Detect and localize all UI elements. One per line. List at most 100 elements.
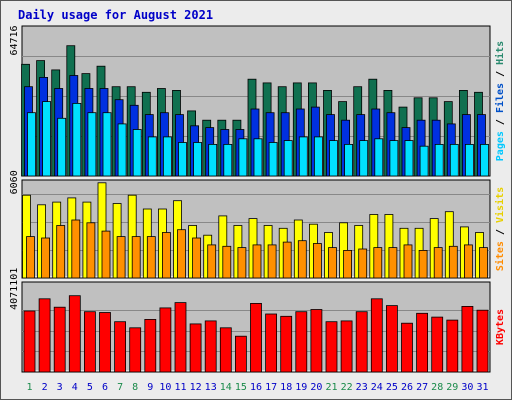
bar-kbytes-day-1 (23, 310, 36, 373)
bar-sites-day-11 (177, 229, 186, 279)
bar-kbytes-day-24 (370, 298, 383, 373)
x-axis-labels: 1 2 3 4 5 6 7 8 9 10 11 12 13 14 15 16 17 18 19 20 21 22 23 24 2… (26, 382, 488, 393)
bar-kbytes-day-28 (431, 316, 444, 373)
bar-sites-day-27 (418, 249, 428, 279)
x-tick-label-day-24: 24 (371, 382, 383, 393)
x-tick-label-day-16: 16 (250, 382, 262, 393)
bar-kbytes-day-18 (280, 315, 293, 373)
bar-pages-day-16 (253, 138, 263, 177)
bar-kbytes-day-5 (84, 311, 96, 373)
x-tick-label-day-14: 14 (220, 382, 232, 393)
bar-kbytes-day-19 (295, 311, 308, 373)
bar-kbytes-day-3 (53, 306, 66, 373)
x-tick-label-day-28: 28 (431, 382, 443, 393)
x-tick-label-day-18: 18 (280, 382, 292, 393)
bar-sites-day-2 (41, 237, 50, 279)
x-tick-label-day-15: 15 (235, 382, 247, 393)
bar-pages-day-2 (42, 101, 51, 177)
bar-sites-day-22 (343, 249, 353, 279)
bar-pages-day-25 (389, 140, 399, 177)
x-tick-label-day-19: 19 (295, 382, 307, 393)
y-tick-label: 6060 (9, 170, 20, 194)
chart-title: Daily usage for August 2021 (18, 8, 213, 22)
bar-kbytes-day-13 (204, 320, 217, 373)
legend-entry: Pages (495, 131, 506, 161)
bar-pages-day-9 (147, 136, 157, 177)
x-tick-label-day-21: 21 (325, 382, 337, 393)
bar-kbytes-day-14 (219, 327, 232, 373)
bar-pages-day-18 (283, 140, 293, 177)
bar-kbytes-day-11 (174, 302, 187, 373)
bar-kbytes-day-12 (189, 323, 202, 373)
bar-pages-day-23 (359, 140, 369, 177)
x-tick-label-day-22: 22 (341, 382, 353, 393)
x-tick-label-day-29: 29 (446, 382, 458, 393)
bar-pages-day-4 (72, 103, 82, 177)
bar-kbytes-day-22 (340, 320, 353, 373)
bar-sites-day-28 (433, 247, 443, 279)
bar-sites-day-26 (403, 244, 413, 279)
bar-pages-day-30 (464, 143, 474, 177)
bar-sites-day-20 (312, 243, 322, 279)
x-tick-label-day-27: 27 (416, 382, 428, 393)
chart-panels: 64716 Pages / Files / Hits 6060 Sites / Vis… (9, 25, 506, 373)
bar-kbytes-day-23 (355, 311, 368, 373)
bar-pages-day-15 (238, 138, 248, 177)
bar-pages-day-19 (298, 136, 308, 177)
bar-kbytes-day-17 (265, 313, 278, 373)
bar-sites-day-3 (56, 225, 66, 279)
bar-kbytes-day-9 (144, 318, 157, 373)
bar-kbytes-day-15 (234, 335, 247, 373)
bar-pages-day-17 (268, 142, 278, 177)
bar-sites-day-13 (207, 244, 217, 279)
legend-entry: KBytes (495, 309, 506, 345)
bar-pages-day-28 (434, 143, 444, 177)
bar-pages-day-21 (329, 140, 338, 177)
bar-sites-day-16 (252, 244, 262, 279)
bar-kbytes-day-21 (325, 321, 338, 373)
bar-pages-day-13 (208, 143, 218, 177)
bar-sites-day-23 (358, 248, 368, 279)
bar-sites-day-1 (26, 236, 35, 279)
x-tick-label-day-17: 17 (265, 382, 277, 393)
panel-legend: KBytes (495, 309, 506, 345)
bar-pages-day-14 (223, 143, 233, 177)
x-tick-label-day-7: 7 (117, 382, 123, 393)
x-tick-label-day-26: 26 (401, 382, 413, 393)
x-tick-label-day-13: 13 (205, 382, 217, 393)
x-tick-label-day-25: 25 (386, 382, 398, 393)
bar-pages-day-8 (132, 129, 142, 177)
legend-entry: / (495, 223, 506, 241)
bar-pages-day-1 (27, 112, 36, 177)
panel-hits-files-pages: 64716 Pages / Files / Hits (9, 25, 506, 177)
bar-pages-day-5 (87, 112, 97, 177)
x-tick-label-day-30: 30 (461, 382, 473, 393)
y-tick-label: 64716 (9, 25, 20, 55)
bar-pages-day-31 (480, 143, 489, 177)
bar-sites-day-4 (71, 219, 81, 279)
bar-pages-day-3 (57, 117, 67, 177)
bar-sites-day-15 (237, 247, 247, 279)
bar-sites-day-6 (101, 230, 111, 279)
bar-sites-day-18 (282, 241, 292, 279)
bar-sites-day-17 (267, 244, 277, 279)
bar-kbytes-day-7 (114, 321, 126, 373)
bar-pages-day-6 (102, 112, 112, 177)
bar-sites-day-7 (116, 236, 126, 279)
x-tick-label-day-2: 2 (42, 382, 48, 393)
x-tick-label-day-12: 12 (190, 382, 202, 393)
legend-entry: Sites (494, 241, 506, 271)
x-tick-label-day-5: 5 (87, 382, 93, 393)
panel-legend: Sites / Visits (494, 187, 506, 271)
bar-pages-day-29 (449, 143, 459, 177)
x-tick-label-day-9: 9 (147, 382, 153, 393)
x-tick-label-day-6: 6 (102, 382, 108, 393)
bar-sites-day-24 (373, 247, 383, 279)
legend-entry: / (495, 113, 506, 131)
bar-pages-day-26 (404, 140, 414, 177)
bar-pages-day-7 (117, 123, 127, 177)
x-tick-label-day-8: 8 (132, 382, 138, 393)
bar-kbytes-day-6 (99, 312, 111, 373)
